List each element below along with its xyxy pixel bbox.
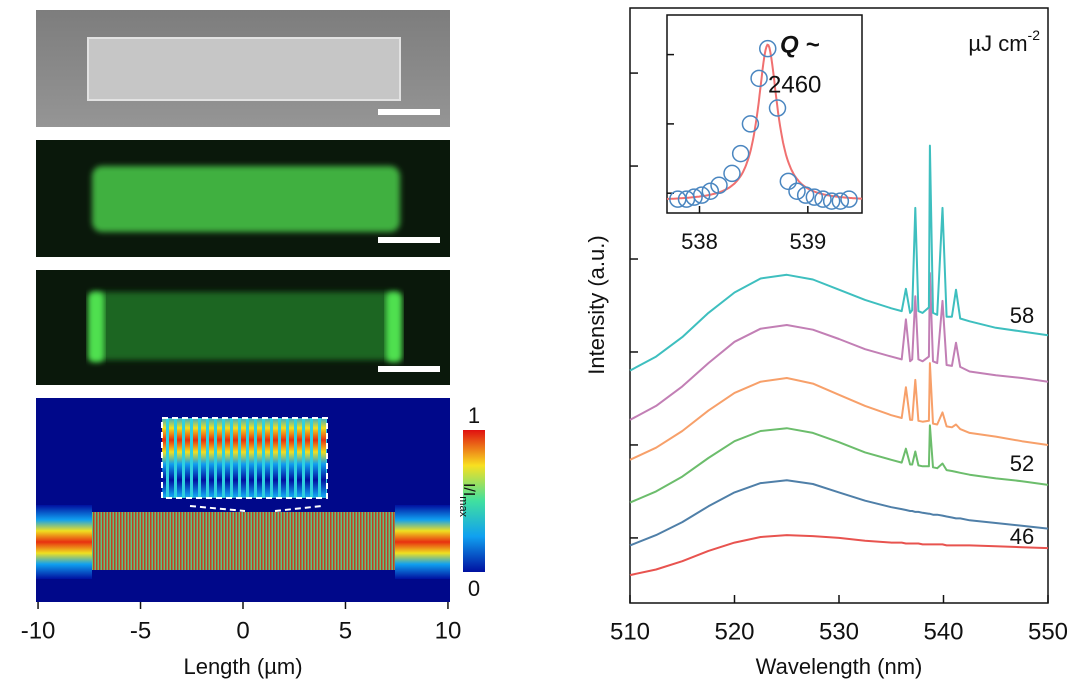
spectra-chart: 510 520 530 540 550 Wavelength (nm) Intensity … — [584, 7, 1068, 679]
nanowire — [87, 37, 401, 101]
x-tick-label: -10 — [21, 617, 56, 644]
end-emission — [88, 292, 104, 362]
colorbar-label-sub: max — [457, 496, 469, 517]
data-point — [701, 182, 720, 200]
scale-bar — [378, 366, 440, 372]
x-tick-label: 540 — [923, 618, 963, 645]
x-tick-label: 538 — [681, 229, 718, 254]
unit-sup: -2 — [1028, 27, 1041, 43]
colorbar-label: I/Imax — [457, 483, 477, 518]
data-point — [822, 192, 841, 210]
x-tick-label: 520 — [714, 618, 754, 645]
x-axis-label: Wavelength (nm) — [756, 654, 923, 679]
q-value: 2460 — [768, 71, 821, 98]
output-beam — [395, 505, 450, 579]
x-tick-label: 5 — [339, 617, 352, 644]
x-tick-label: 10 — [435, 617, 462, 644]
spectrum-line — [629, 424, 1049, 504]
x-tick-label: 510 — [610, 618, 650, 645]
spectrum-line — [629, 534, 1049, 577]
colorbar-label-main: I/I — [460, 483, 477, 496]
x-tick-label: 530 — [819, 618, 859, 645]
x-tick-label: 0 — [236, 617, 249, 644]
data-point — [831, 192, 850, 210]
end-emission — [386, 292, 402, 362]
x-tick-label: 550 — [1028, 618, 1068, 645]
spectrum-line — [629, 144, 1049, 372]
scale-bar — [378, 109, 440, 115]
zoom-line — [274, 505, 323, 512]
colorbar-tick-label: 0 — [468, 576, 480, 601]
data-point — [731, 144, 750, 163]
x-axis-label: Length (µm) — [183, 654, 302, 679]
data-point — [723, 164, 741, 183]
data-point — [692, 186, 711, 204]
x-tick-label: -5 — [130, 617, 151, 644]
spectrum-line — [629, 272, 1049, 421]
data-point — [814, 190, 832, 208]
data-point — [750, 69, 768, 88]
series-label: 58 — [1010, 303, 1034, 328]
data-point — [805, 188, 824, 206]
inset-chart: 538 539 Q ~ 2460 — [666, 14, 863, 254]
nanowire-emission — [92, 292, 398, 360]
data-point — [840, 190, 858, 208]
series-label: 52 — [1010, 451, 1034, 476]
unit-text: µJ cm — [968, 31, 1027, 56]
data-point — [710, 176, 728, 195]
zoom-box — [161, 417, 328, 499]
spectrum-line — [629, 362, 1049, 461]
unit-annotation: µJ cm-2 — [968, 27, 1040, 56]
nanowire-emission — [92, 166, 400, 232]
inset-frame — [666, 14, 863, 214]
data-point — [685, 188, 703, 206]
colorbar — [463, 430, 485, 572]
data-point — [779, 172, 798, 191]
data-point — [788, 182, 806, 200]
q-label: Q ~ — [780, 31, 819, 58]
data-point — [796, 186, 815, 204]
series-label: 46 — [1010, 524, 1034, 549]
scale-bar — [378, 237, 440, 243]
spectrum-line — [629, 479, 1049, 547]
data-point — [759, 39, 777, 58]
data-point — [768, 99, 787, 117]
data-point — [741, 115, 760, 133]
colorbar-tick-label: 1 — [468, 403, 480, 428]
x-tick-label: 539 — [789, 229, 826, 254]
nanowire-field — [92, 512, 395, 570]
y-axis-label: Intensity (a.u.) — [584, 235, 609, 374]
output-beam — [36, 505, 92, 579]
